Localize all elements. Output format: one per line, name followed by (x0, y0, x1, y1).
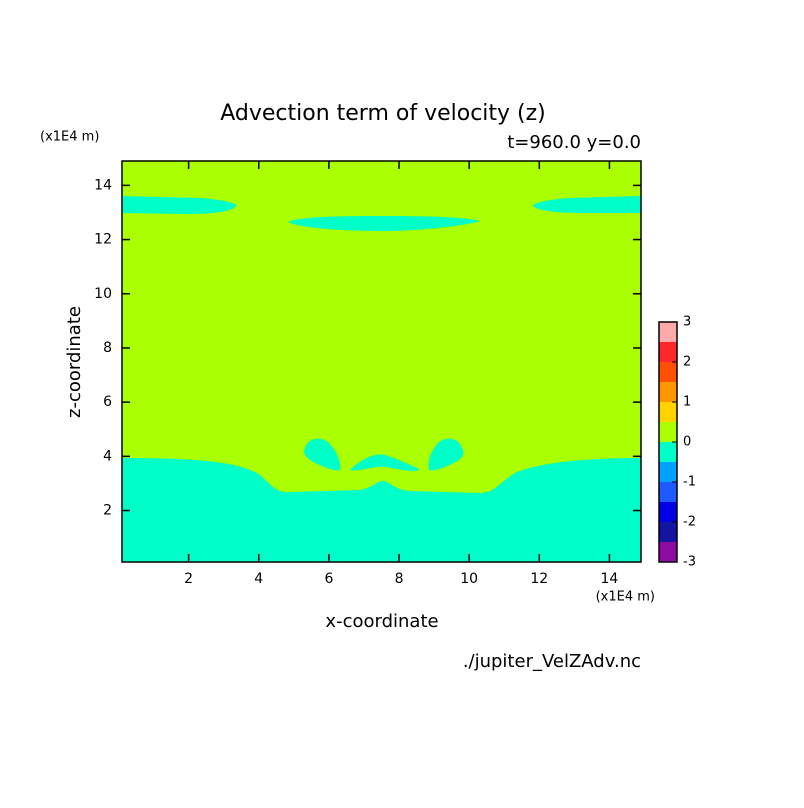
source-file: ./jupiter_VelZAdv.nc (463, 651, 641, 672)
x-tick-label: 12 (530, 571, 548, 587)
chart-title: Advection term of velocity (z) (220, 101, 546, 126)
plot-area (121, 160, 642, 563)
colorbar-tick-label: -1 (683, 475, 696, 490)
x-tick-label: 10 (460, 571, 478, 587)
colorbar-band (659, 522, 677, 542)
x-tick-label: 14 (601, 571, 619, 587)
colorbar-tick-label: 1 (683, 395, 691, 410)
x-tick-label: 6 (324, 571, 333, 587)
colorbar-band (659, 502, 677, 522)
contour-region (428, 438, 464, 471)
colorbar-band (659, 462, 677, 482)
y-tick-label: 6 (103, 394, 112, 410)
colorbar-band (659, 402, 677, 422)
x-axis-label: x-coordinate (325, 611, 438, 632)
y-tick-label: 4 (103, 448, 112, 464)
plot-frame (121, 160, 642, 563)
colorbar-band (659, 322, 677, 342)
y-unit: (x1E4 m) (40, 130, 99, 145)
colorbar-band (659, 342, 677, 362)
colorbar-tick-label: -2 (683, 515, 696, 530)
contour-region (304, 438, 341, 471)
x-tick-label: 4 (254, 571, 263, 587)
contour-region (122, 196, 237, 214)
colorbar-band (659, 542, 677, 562)
subtitle: t=960.0 y=0.0 (507, 132, 641, 153)
x-tick-label: 2 (184, 571, 193, 587)
y-axis-label: z-coordinate (64, 306, 85, 418)
contour-region (350, 454, 420, 471)
y-tick-label: 12 (94, 232, 112, 248)
axes (122, 161, 641, 562)
colorbar-band (659, 422, 677, 442)
x-unit: (x1E4 m) (596, 590, 655, 605)
colorbar-band (659, 382, 677, 402)
contour-region (122, 458, 641, 562)
colorbar-band (659, 362, 677, 382)
x-tick-label: 8 (395, 571, 404, 587)
y-tick-label: 2 (103, 503, 112, 519)
colorbar-tick-label: 3 (683, 315, 691, 330)
contour-region (533, 196, 641, 213)
colorbar-band (659, 482, 677, 502)
y-tick-label: 8 (103, 340, 112, 356)
y-tick-label: 10 (94, 286, 112, 302)
colorbar-tick-label: 0 (683, 435, 691, 450)
y-tick-label: 14 (94, 177, 112, 193)
contour-region (288, 216, 480, 231)
colorbar-tick-label: -3 (683, 555, 696, 570)
colorbar-tick-label: 2 (683, 355, 691, 370)
colorbar-band (659, 442, 677, 462)
